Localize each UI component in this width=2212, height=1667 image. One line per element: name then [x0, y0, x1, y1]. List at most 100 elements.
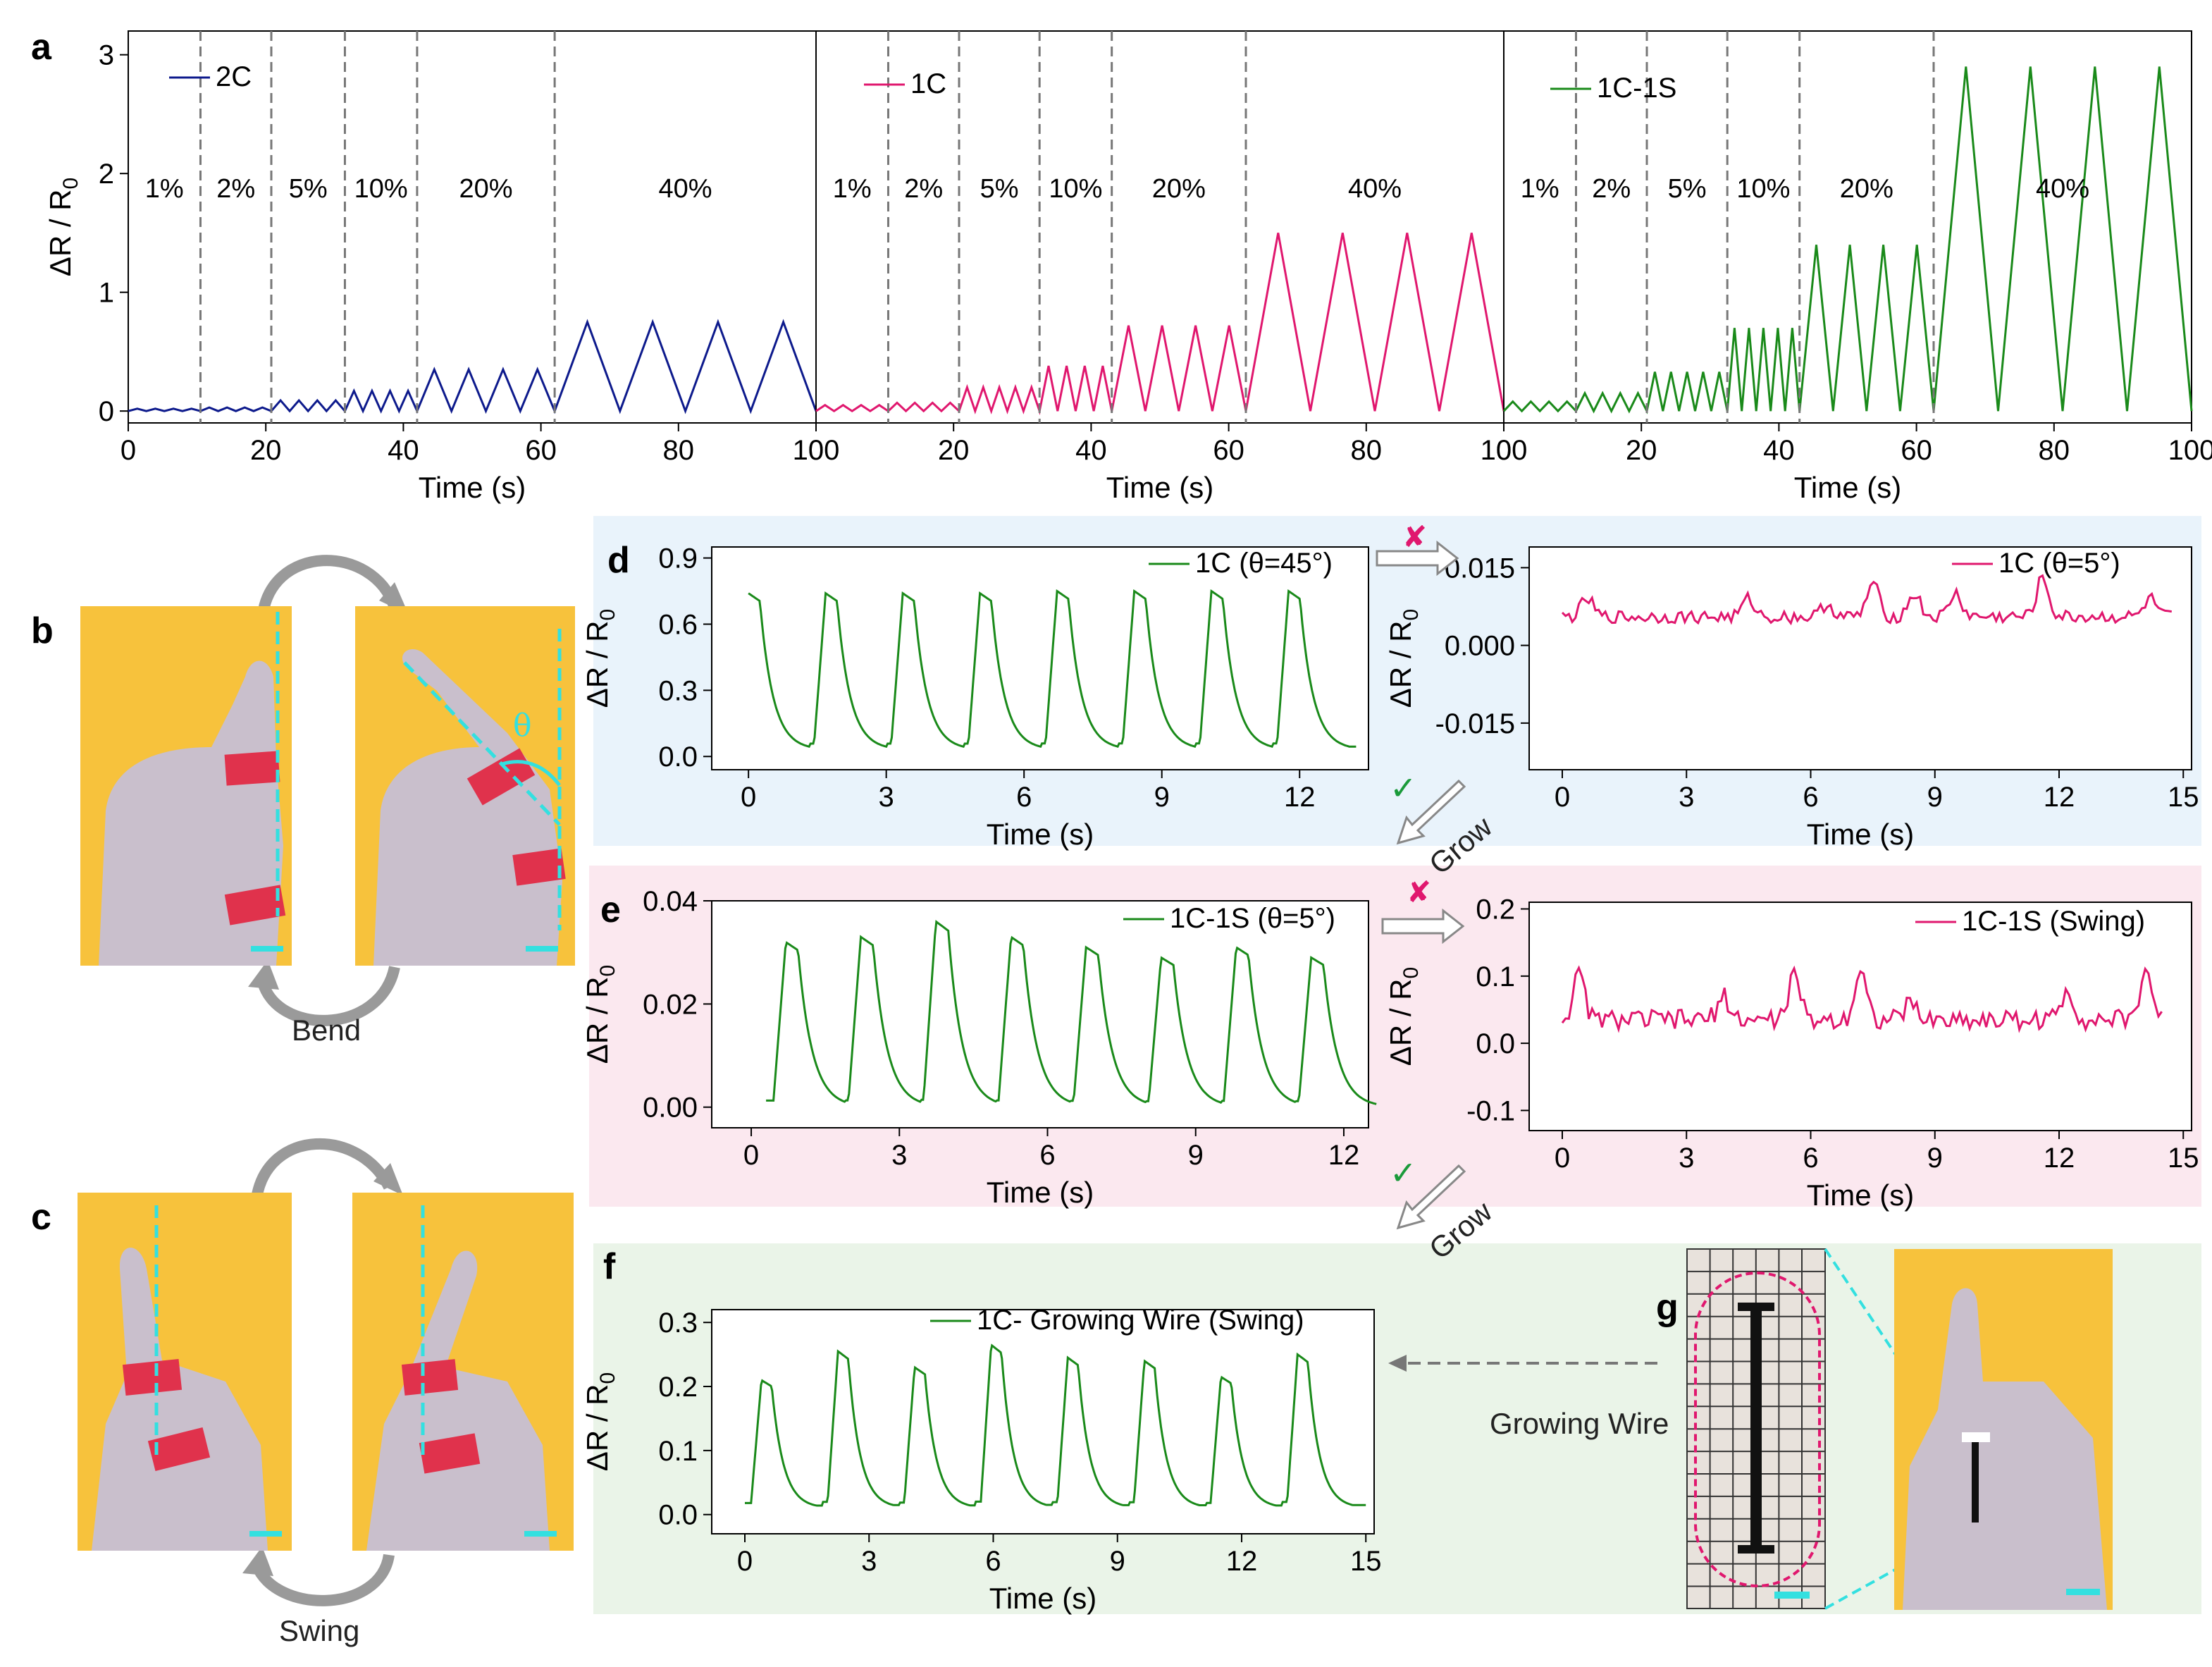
x-axis-title: Time (s): [1106, 471, 1213, 504]
tape-swing-right-2: [419, 1433, 481, 1474]
cross-mark-d: ✘: [1402, 519, 1427, 554]
check-mark-e: ✓: [1390, 1154, 1417, 1192]
chart-e1: 0 3 6 9 12 Time (s) 0.00 0.02 0.04 ΔR / R0 1C-1S (…: [581, 886, 1377, 1209]
swing-illustration: Swing: [78, 1138, 574, 1647]
bend-arrow-bottom: [257, 966, 400, 1026]
chart-f1: 0 3 6 9 12 15 Time (s) 0.0 0.1 0.2 0.3 ΔR / R0 1C- G…: [581, 1305, 1382, 1615]
strain-label: 1%: [1521, 174, 1559, 204]
zoom-line-bottom: [1824, 1535, 1955, 1610]
scale-bar-g2: [2066, 1589, 2100, 1595]
guide-line-bent-angled: [403, 661, 561, 826]
y-tick-label: 2: [99, 159, 114, 190]
strain-label: 40%: [1348, 174, 1402, 204]
chart-a3: 0 20 40 60 80 100 Time (s) 1% 2% 5% 10% 20% 40% 1C-1S: [1496, 30, 2212, 504]
x-tick-label: 12: [2044, 782, 2075, 813]
plot-area-e2: [1529, 902, 2192, 1131]
x-tick-label: 6: [1039, 1140, 1055, 1171]
y-tick-label: 0.04: [643, 886, 698, 917]
x-tick-label: 0: [1555, 1143, 1570, 1174]
x-tick-label: 15: [2168, 782, 2199, 813]
swing-arrow-top-head: [373, 1163, 403, 1195]
plot-frame-d2: [1528, 546, 2192, 770]
theta-arc: [501, 760, 561, 787]
x-tick-label: 60: [1213, 435, 1244, 466]
x-axis-title: Time (s): [1794, 471, 1901, 504]
theta-label: θ: [513, 708, 532, 744]
swing-arrow-bottom-head: [242, 1546, 273, 1576]
series-line-a1: [128, 319, 817, 414]
wire-on-hand: [1972, 1438, 1979, 1523]
tape-bent-2: [512, 848, 566, 886]
scale-bar-b1: [251, 946, 283, 952]
y-tick-label: 3: [99, 40, 114, 71]
legend-label: 1C (θ=5°): [1998, 548, 2120, 579]
swing-arrow-top: [251, 1138, 395, 1200]
chart-a1: 0 20 40 60 80 100 Time (s) 0 1 2 3 ΔR / R0 1% 2% 5% 10%…: [44, 30, 840, 504]
y-tick-label: 0.0: [658, 742, 698, 773]
y-tick-label: 0.9: [658, 543, 698, 574]
legend-label: 1C-1S: [1597, 73, 1676, 104]
strain-label: 2%: [216, 174, 255, 204]
y-axis-title: ΔR / R0: [581, 609, 619, 708]
y-axis-title: ΔR / R0: [1384, 967, 1423, 1066]
x-tick-label: 9: [1927, 1143, 1943, 1174]
x-tick-label: 3: [879, 782, 894, 813]
y-axis-title: ΔR / R0: [581, 965, 619, 1064]
wire-outline: [1694, 1272, 1821, 1587]
y-tick-label: 0.2: [1476, 894, 1515, 925]
y-tick-label: 0.3: [658, 1308, 698, 1339]
swing-arrow-bottom: [251, 1554, 395, 1606]
check-mark-d: ✓: [1390, 769, 1417, 807]
legend-label: 1C- Growing Wire (Swing): [977, 1305, 1304, 1336]
series-line-a3: [1502, 66, 2193, 414]
x-tick-label: 12: [1328, 1140, 1360, 1171]
panel-label-f: f: [603, 1246, 616, 1287]
strain-label: 40%: [659, 174, 712, 204]
series-line-d1: [748, 589, 1357, 749]
scale-bar-c1: [249, 1531, 282, 1537]
x-tick-label: 40: [1763, 435, 1795, 466]
x-tick-label: 9: [1154, 782, 1170, 813]
panel-label-e: e: [600, 890, 621, 930]
scale-bar-g1: [1774, 1592, 1810, 1599]
plot-area-d1: [712, 547, 1368, 770]
scale-bar-b2: [526, 946, 558, 952]
x-tick-label: 12: [2044, 1143, 2075, 1174]
x-axis-title: Time (s): [1807, 818, 1914, 851]
strain-label: 20%: [1152, 174, 1206, 204]
legend-label: 1C-1S (θ=5°): [1170, 903, 1335, 934]
tape-swing-left-1: [122, 1358, 183, 1396]
chart-a2: 0 20 40 60 80 100 Time (s) 1% 2% 5% 10% 20% 40% 1C: [808, 30, 1527, 504]
arrow-d-grow: [1396, 779, 1466, 845]
x-tick-label: 3: [861, 1546, 877, 1577]
bend-caption: Bend: [292, 1014, 361, 1047]
x-tick-label: 0: [1496, 435, 1512, 466]
strain-label: 2%: [904, 174, 943, 204]
legend-label: 2C: [216, 61, 252, 92]
arrow-e-right: [1381, 908, 1465, 945]
x-tick-label: 6: [985, 1546, 1001, 1577]
x-tick-label: 80: [2039, 435, 2070, 466]
chart-d1: 0 3 6 9 12 Time (s) 0.0 0.3 0.6 0.9 ΔR / R0 1C (θ=4…: [581, 543, 1369, 851]
strain-label: 5%: [1668, 174, 1707, 204]
x-tick-label: 9: [1110, 1546, 1125, 1577]
x-tick-label: 15: [1350, 1546, 1382, 1577]
panel-label-a: a: [31, 27, 52, 68]
tape-straight-1: [224, 751, 280, 786]
x-tick-label: 3: [1679, 782, 1694, 813]
y-tick-label: 0: [99, 396, 114, 427]
hand-swing-right: [366, 1250, 550, 1551]
strain-label: 1%: [145, 174, 184, 204]
plot-frame-a3: [1503, 30, 2192, 424]
x-tick-label: 9: [1927, 782, 1943, 813]
growing-wire-caption: Growing Wire: [1490, 1407, 1669, 1440]
x-tick-label: 100: [793, 435, 840, 466]
hand-wire: [1903, 1288, 2107, 1610]
hand-straight: [99, 660, 283, 966]
y-tick-label: 0.1: [658, 1436, 698, 1467]
x-tick-label: 60: [1901, 435, 1932, 466]
swing-caption: Swing: [279, 1614, 359, 1647]
legend-label: 1C-1S (Swing): [1962, 906, 2145, 937]
